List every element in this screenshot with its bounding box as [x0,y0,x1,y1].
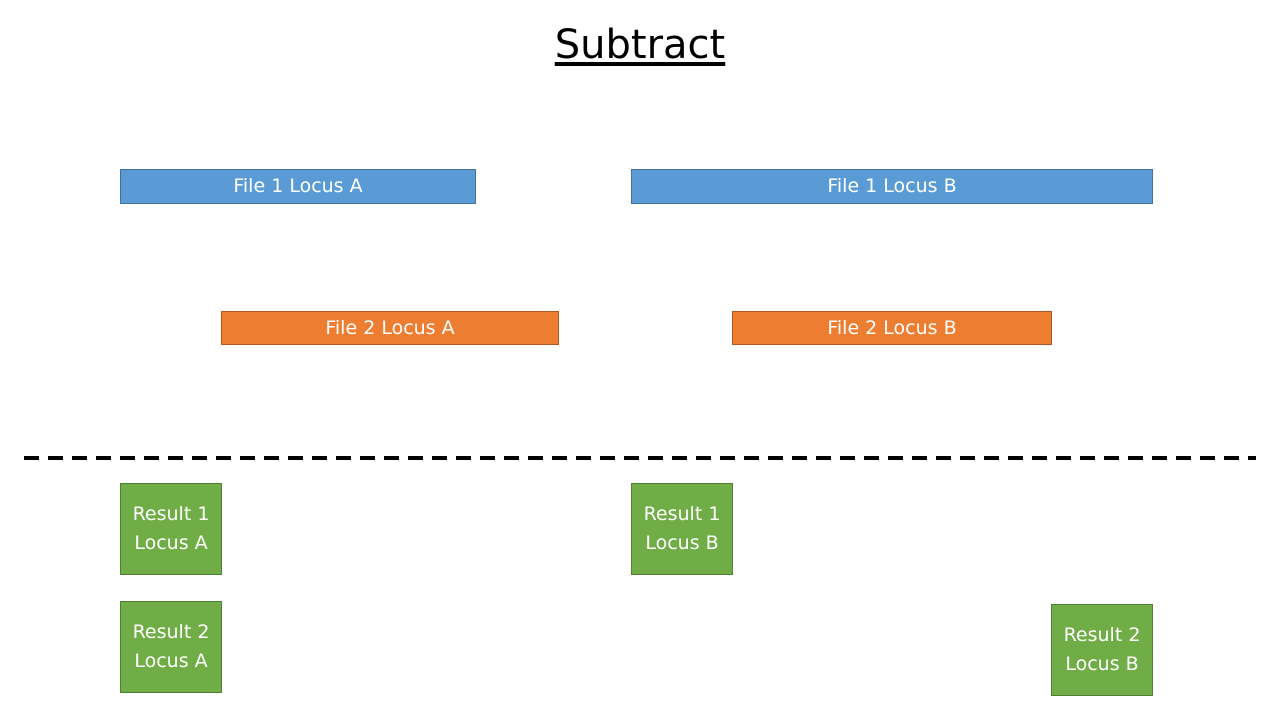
slide-title: Subtract [554,22,726,68]
result1-locus-a-box: Result 1 Locus A [120,483,222,575]
result2-locus-a-box: Result 2 Locus A [120,601,222,693]
result1-locus-b-box: Result 1 Locus B [631,483,733,575]
file2-locus-b-bar: File 2 Locus B [732,311,1052,345]
file2-locus-a-bar: File 2 Locus A [221,311,559,345]
result2-locus-b-box: Result 2 Locus B [1051,604,1153,696]
file1-locus-a-bar: File 1 Locus A [120,169,476,204]
dashed-divider [24,456,1256,460]
file1-locus-b-bar: File 1 Locus B [631,169,1153,204]
